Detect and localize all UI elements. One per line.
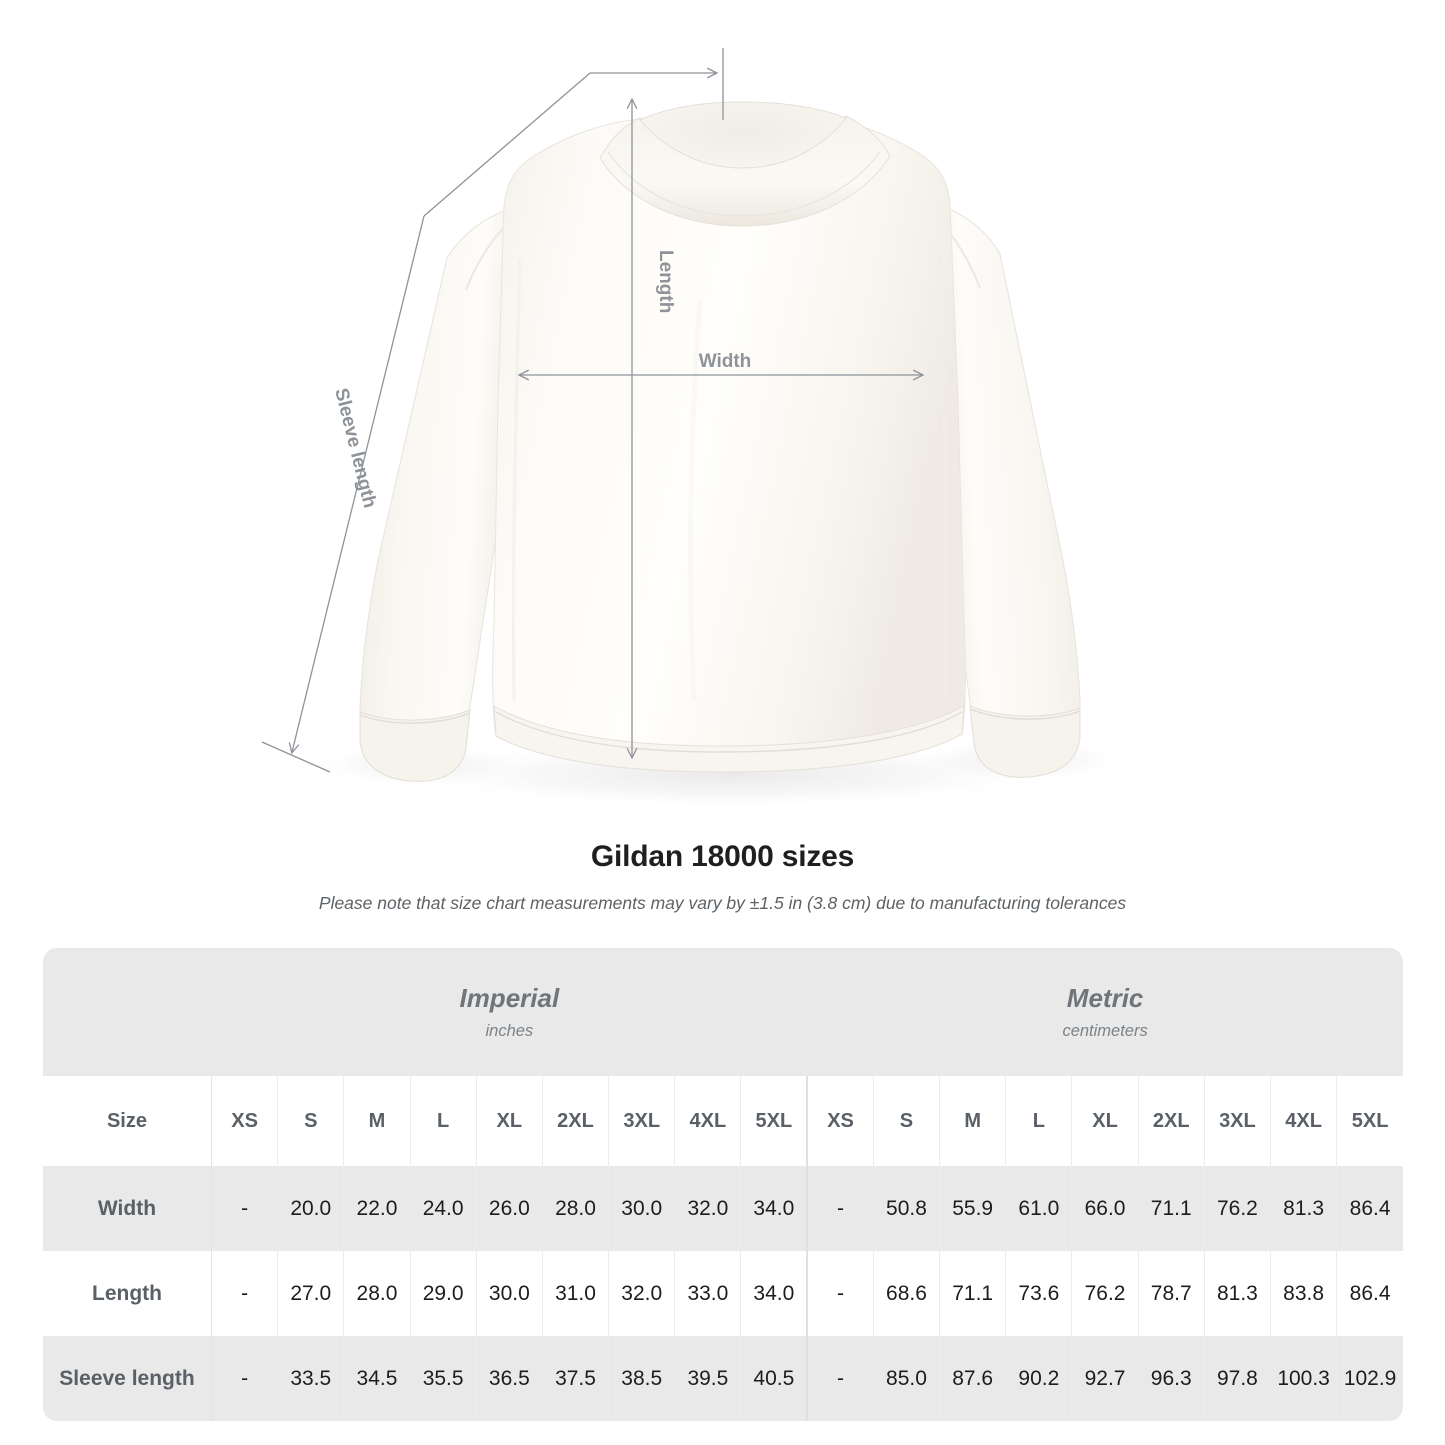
tolerance-note: Please note that size chart measurements… bbox=[318, 892, 1127, 913]
col-header-metric-2xl: 2XL bbox=[1138, 1076, 1205, 1166]
cell-width-metric-s: 50.8 bbox=[873, 1166, 941, 1251]
page-title: Gildan 18000 sizes bbox=[590, 840, 855, 873]
cell-length-imperial-xs: - bbox=[211, 1251, 279, 1336]
cell-length-metric-l: 73.6 bbox=[1005, 1251, 1073, 1336]
col-header-metric-3xl: 3XL bbox=[1204, 1076, 1272, 1166]
cell-length-imperial-5xl: 34.0 bbox=[740, 1251, 809, 1336]
cell-length-imperial-l: 29.0 bbox=[410, 1251, 477, 1336]
sleeve-length-label: Sleeve length bbox=[330, 386, 380, 510]
cell-sleeve-imperial-3xl: 38.5 bbox=[608, 1336, 676, 1421]
col-header-metric-m: M bbox=[939, 1076, 1007, 1166]
cell-sleeve-imperial-4xl: 39.5 bbox=[674, 1336, 742, 1421]
table-row: Length - 27.0 28.0 29.0 30.0 31.0 32.0 3… bbox=[43, 1251, 1403, 1336]
cell-width-imperial-xs: - bbox=[211, 1166, 279, 1251]
cell-width-metric-xs: - bbox=[807, 1166, 874, 1251]
cell-length-metric-2xl: 78.7 bbox=[1138, 1251, 1205, 1336]
col-header-imperial-xs: XS bbox=[211, 1076, 279, 1166]
metric-sublabel: centimeters bbox=[1062, 1022, 1148, 1041]
length-label: Length bbox=[655, 250, 676, 313]
row-label-width: Width bbox=[43, 1166, 212, 1251]
cell-sleeve-metric-3xl: 97.8 bbox=[1204, 1336, 1272, 1421]
cell-length-metric-xs: - bbox=[807, 1251, 874, 1336]
size-chart-table-wrapper: Imperial inches Metric centimeters Size … bbox=[43, 948, 1403, 1421]
cell-width-metric-5xl: 86.4 bbox=[1336, 1166, 1403, 1251]
cell-sleeve-imperial-xl: 36.5 bbox=[476, 1336, 543, 1421]
cell-width-imperial-2xl: 28.0 bbox=[542, 1166, 610, 1251]
cell-sleeve-metric-5xl: 102.9 bbox=[1336, 1336, 1403, 1421]
unit-spacer bbox=[43, 948, 212, 1076]
cell-sleeve-metric-m: 87.6 bbox=[939, 1336, 1007, 1421]
sleeve-length-arrow bbox=[292, 215, 425, 752]
cell-width-metric-l: 61.0 bbox=[1005, 1166, 1073, 1251]
col-header-metric-5xl: 5XL bbox=[1336, 1076, 1403, 1166]
cell-width-metric-2xl: 71.1 bbox=[1138, 1166, 1205, 1251]
sweatshirt-illustration: Length Width Sleeve length bbox=[261, 48, 1130, 809]
garment-diagram: Length Width Sleeve length bbox=[261, 48, 1130, 809]
cell-length-metric-4xl: 83.8 bbox=[1270, 1251, 1338, 1336]
col-header-imperial-xl: XL bbox=[476, 1076, 543, 1166]
cell-length-metric-xl: 76.2 bbox=[1071, 1251, 1139, 1336]
col-header-imperial-4xl: 4XL bbox=[674, 1076, 742, 1166]
cell-sleeve-metric-xl: 92.7 bbox=[1071, 1336, 1139, 1421]
cell-sleeve-metric-s: 85.0 bbox=[873, 1336, 941, 1421]
col-header-imperial-3xl: 3XL bbox=[608, 1076, 676, 1166]
col-header-metric-xl: XL bbox=[1071, 1076, 1139, 1166]
cell-width-imperial-5xl: 34.0 bbox=[740, 1166, 809, 1251]
unit-banner-row: Imperial inches Metric centimeters bbox=[43, 948, 1403, 1076]
cell-width-metric-xl: 66.0 bbox=[1071, 1166, 1139, 1251]
cell-width-metric-4xl: 81.3 bbox=[1270, 1166, 1338, 1251]
col-header-imperial-s: S bbox=[277, 1076, 345, 1166]
cell-sleeve-imperial-5xl: 40.5 bbox=[740, 1336, 809, 1421]
imperial-label: Imperial bbox=[459, 982, 560, 1013]
title-block: Gildan 18000 sizes Please note that size… bbox=[0, 838, 1445, 914]
metric-unit-cell: Metric centimeters bbox=[807, 948, 1403, 1076]
cell-length-metric-m: 71.1 bbox=[939, 1251, 1007, 1336]
cell-length-imperial-s: 27.0 bbox=[277, 1251, 345, 1336]
cell-width-imperial-xl: 26.0 bbox=[476, 1166, 543, 1251]
cell-sleeve-metric-l: 90.2 bbox=[1005, 1336, 1073, 1421]
col-header-imperial-2xl: 2XL bbox=[542, 1076, 610, 1166]
col-header-metric-xs: XS bbox=[807, 1076, 874, 1166]
cell-width-imperial-4xl: 32.0 bbox=[674, 1166, 742, 1251]
cell-sleeve-imperial-m: 34.5 bbox=[343, 1336, 411, 1421]
table-row: Width - 20.0 22.0 24.0 26.0 28.0 30.0 32… bbox=[43, 1166, 1403, 1251]
row-label-sleeve-length: Sleeve length bbox=[43, 1336, 212, 1421]
cell-width-imperial-3xl: 30.0 bbox=[608, 1166, 676, 1251]
cell-width-metric-3xl: 76.2 bbox=[1204, 1166, 1272, 1251]
width-label: Width bbox=[699, 351, 752, 372]
metric-label: Metric bbox=[1066, 982, 1144, 1013]
cell-width-metric-m: 55.9 bbox=[939, 1166, 1007, 1251]
cell-sleeve-metric-4xl: 100.3 bbox=[1270, 1336, 1338, 1421]
cell-sleeve-imperial-xs: - bbox=[211, 1336, 279, 1421]
cell-length-metric-s: 68.6 bbox=[873, 1251, 941, 1336]
row-label-length: Length bbox=[43, 1251, 212, 1336]
size-header-label: Size bbox=[43, 1076, 212, 1166]
table-row: Sleeve length - 33.5 34.5 35.5 36.5 37.5… bbox=[43, 1336, 1403, 1421]
col-header-metric-4xl: 4XL bbox=[1270, 1076, 1338, 1166]
cell-length-imperial-m: 28.0 bbox=[343, 1251, 411, 1336]
col-header-imperial-m: M bbox=[343, 1076, 411, 1166]
cell-length-imperial-2xl: 31.0 bbox=[542, 1251, 610, 1336]
cell-sleeve-imperial-s: 33.5 bbox=[277, 1336, 345, 1421]
cell-sleeve-metric-2xl: 96.3 bbox=[1138, 1336, 1205, 1421]
size-chart-table: Imperial inches Metric centimeters Size … bbox=[43, 948, 1403, 1421]
imperial-sublabel: inches bbox=[485, 1022, 534, 1041]
col-header-metric-s: S bbox=[873, 1076, 941, 1166]
cell-sleeve-metric-xs: - bbox=[807, 1336, 874, 1421]
cell-length-imperial-4xl: 33.0 bbox=[674, 1251, 742, 1336]
cell-length-metric-5xl: 86.4 bbox=[1336, 1251, 1403, 1336]
cell-width-imperial-s: 20.0 bbox=[277, 1166, 345, 1251]
cell-length-imperial-3xl: 32.0 bbox=[608, 1251, 676, 1336]
col-header-imperial-l: L bbox=[410, 1076, 477, 1166]
cell-width-imperial-m: 22.0 bbox=[343, 1166, 411, 1251]
cell-length-imperial-xl: 30.0 bbox=[476, 1251, 543, 1336]
size-header-row: Size XS S M L XL 2XL 3XL 4XL 5XL XS S M … bbox=[43, 1076, 1403, 1166]
cell-sleeve-imperial-l: 35.5 bbox=[410, 1336, 477, 1421]
col-header-metric-l: L bbox=[1005, 1076, 1073, 1166]
cell-length-metric-3xl: 81.3 bbox=[1204, 1251, 1272, 1336]
imperial-unit-cell: Imperial inches bbox=[211, 948, 808, 1076]
cell-sleeve-imperial-2xl: 37.5 bbox=[542, 1336, 610, 1421]
col-header-imperial-5xl: 5XL bbox=[740, 1076, 809, 1166]
cell-width-imperial-l: 24.0 bbox=[410, 1166, 477, 1251]
